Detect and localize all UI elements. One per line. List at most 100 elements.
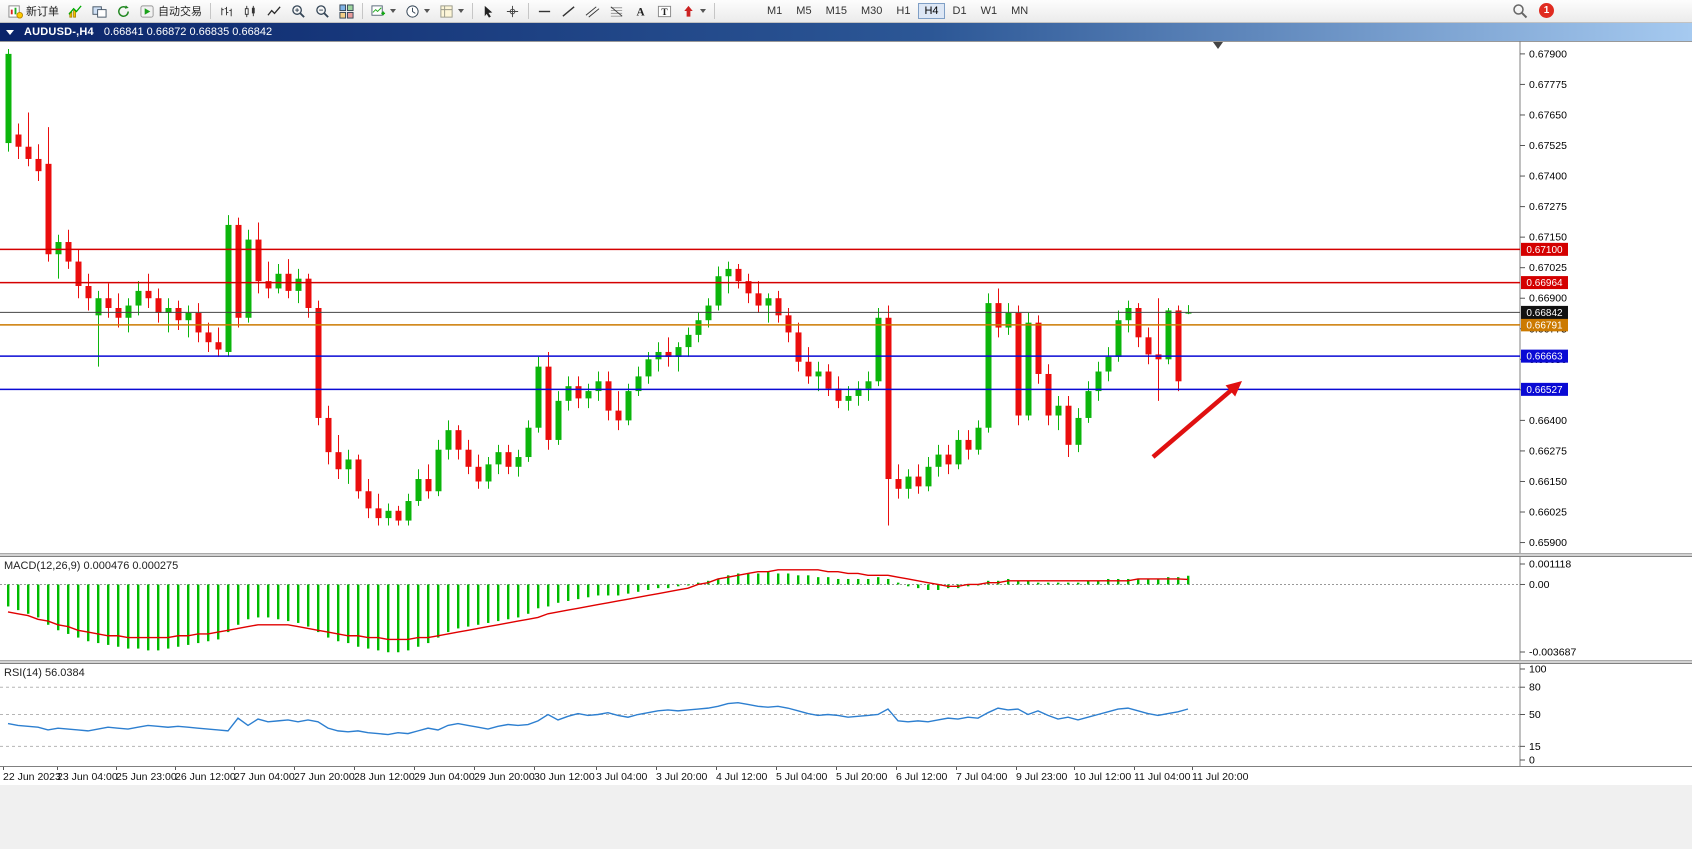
window-menu-icon[interactable]: [6, 29, 14, 35]
svg-text:0.66663: 0.66663: [1526, 352, 1563, 363]
new-order-button[interactable]: 新订单: [4, 1, 63, 21]
chevron-down-icon: [700, 9, 706, 13]
time-axis-label: 5 Jul 04:00: [776, 771, 828, 783]
indicators-button[interactable]: [64, 1, 87, 21]
candlestick-chart-icon: [244, 5, 255, 17]
time-axis-tick: [474, 767, 475, 770]
fibonacci-tool-button[interactable]: [605, 1, 628, 21]
cursor-button[interactable]: [477, 1, 500, 21]
text-label-tool-button[interactable]: T: [653, 1, 676, 21]
time-axis-label: 27 Jun 04:00: [234, 771, 295, 783]
time-axis-tick: [116, 767, 117, 770]
tile-windows-button[interactable]: [335, 1, 358, 21]
timeframe-button-m1[interactable]: M1: [761, 3, 788, 19]
svg-text:100: 100: [1529, 664, 1547, 676]
time-axis-tick: [716, 767, 717, 770]
chart-symbol-period: AUDUSD-,H4: [24, 26, 94, 38]
trendline-tool-button[interactable]: [557, 1, 580, 21]
time-axis-label: 26 Jun 12:00: [175, 771, 236, 783]
svg-text:0.66964: 0.66964: [1526, 278, 1563, 289]
new-order-label: 新订单: [26, 6, 59, 18]
svg-text:80: 80: [1529, 682, 1541, 694]
time-axis-label: 30 Jun 12:00: [534, 771, 595, 783]
search-icon[interactable]: [1512, 3, 1528, 19]
timeframe-button-m30[interactable]: M30: [855, 3, 888, 19]
trendline-icon: [562, 5, 575, 17]
time-axis[interactable]: 22 Jun 2023 23 Jun 04:00 25 Jun 23:00 26 Ju…: [0, 766, 1692, 785]
chart-windows-button[interactable]: [88, 1, 111, 21]
bar-chart-button[interactable]: [215, 1, 238, 21]
time-axis-label: 9 Jul 23:00: [1016, 771, 1068, 783]
time-axis-label: 3 Jul 20:00: [656, 771, 708, 783]
chart-windows-icon: [92, 5, 107, 18]
candlestick-chart-button[interactable]: [239, 1, 262, 21]
autotrading-button[interactable]: 自动交易: [136, 1, 206, 21]
periods-dropdown-button[interactable]: [401, 1, 434, 21]
templates-dropdown-button[interactable]: [435, 1, 468, 21]
svg-text:0.67650: 0.67650: [1529, 109, 1567, 121]
svg-text:0.66527: 0.66527: [1526, 385, 1563, 396]
rsi-indicator-panel[interactable]: 100 80 50 15 0 RSI(14) 56.0384: [0, 663, 1692, 766]
timeframe-toolbar: M1 M5 M15 M30 H1 H4 D1 W1 MN: [761, 3, 1034, 19]
horizontal-line-icon: [538, 10, 551, 12]
panel-splitter[interactable]: [0, 553, 1692, 556]
svg-text:MACD(12,26,9) 0.000476 0.00027: MACD(12,26,9) 0.000476 0.000275: [4, 560, 178, 572]
channel-tool-button[interactable]: [581, 1, 604, 21]
time-axis-label: 3 Jul 04:00: [596, 771, 648, 783]
new-chart-dropdown-button[interactable]: [367, 1, 400, 21]
svg-text:-0.003687: -0.003687: [1529, 647, 1576, 659]
timeframe-button-m5[interactable]: M5: [790, 3, 817, 19]
timeframe-button-mn[interactable]: MN: [1005, 3, 1034, 19]
macd-indicator-panel[interactable]: 0.001118 0.00 -0.003687 MACD(12,26,9) 0.000…: [0, 556, 1692, 660]
svg-text:50: 50: [1529, 709, 1541, 721]
price-chart-panel[interactable]: 0.67900 0.67775 0.67650 0.67525 0.67400 0.672…: [0, 41, 1692, 553]
time-axis-tick: [294, 767, 295, 770]
time-axis-tick: [896, 767, 897, 770]
time-axis-label: 11 Jul 20:00: [1192, 771, 1249, 783]
refresh-button[interactable]: [112, 1, 135, 21]
fibonacci-icon: [610, 5, 623, 17]
line-chart-button[interactable]: [263, 1, 286, 21]
svg-text:0: 0: [1529, 755, 1535, 767]
zoom-in-icon: [292, 4, 305, 18]
time-axis-label: 29 Jun 20:00: [474, 771, 535, 783]
crosshair-button[interactable]: [501, 1, 524, 21]
chart-ohlc-values: 0.66841 0.66872 0.66835 0.66842: [103, 26, 273, 38]
zoom-in-button[interactable]: [287, 1, 310, 21]
text-icon: A: [636, 6, 645, 18]
time-axis-label: 5 Jul 20:00: [836, 771, 888, 783]
chevron-down-icon: [390, 9, 396, 13]
timeframe-button-h1[interactable]: H1: [890, 3, 916, 19]
svg-text:0.67025: 0.67025: [1529, 262, 1567, 274]
timeframe-button-h4[interactable]: H4: [918, 3, 945, 19]
text-tool-button[interactable]: A: [629, 1, 652, 21]
template-icon: [440, 4, 453, 18]
time-axis-label: 27 Jun 20:00: [294, 771, 355, 783]
timeframe-button-d1[interactable]: D1: [947, 3, 973, 19]
svg-text:15: 15: [1529, 741, 1541, 753]
refresh-icon: [118, 4, 129, 17]
time-axis-tick: [354, 767, 355, 770]
zoom-out-button[interactable]: [311, 1, 334, 21]
time-axis-label: 10 Jul 12:00: [1074, 771, 1132, 783]
horizontal-line-tool-button[interactable]: [533, 1, 556, 21]
chart-panels: 0.67900 0.67775 0.67650 0.67525 0.67400 0.672…: [0, 41, 1692, 849]
svg-text:A: A: [636, 6, 645, 18]
time-axis-tick: [414, 767, 415, 770]
panel-splitter[interactable]: [0, 660, 1692, 663]
notification-badge[interactable]: 1: [1539, 3, 1554, 18]
tile-windows-icon: [339, 3, 354, 19]
cursor-icon: [484, 5, 493, 18]
indicators-icon: [68, 4, 82, 18]
arrows-dropdown-button[interactable]: [677, 1, 710, 21]
svg-text:0.67100: 0.67100: [1526, 245, 1563, 256]
svg-text:T: T: [661, 7, 668, 17]
new-order-icon: [8, 4, 23, 19]
svg-text:0.67525: 0.67525: [1529, 140, 1567, 152]
timeframe-button-w1[interactable]: W1: [975, 3, 1004, 19]
toolbar-separator: [528, 3, 529, 19]
time-axis-label: 28 Jun 12:00: [354, 771, 415, 783]
svg-text:0.66025: 0.66025: [1529, 507, 1567, 519]
timeframe-button-m15[interactable]: M15: [820, 3, 853, 19]
toolbar-separator: [210, 3, 211, 19]
